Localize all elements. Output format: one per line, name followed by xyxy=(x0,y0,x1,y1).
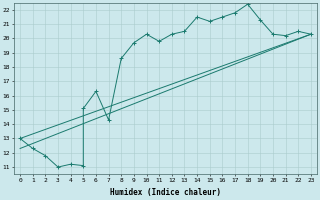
X-axis label: Humidex (Indice chaleur): Humidex (Indice chaleur) xyxy=(110,188,221,197)
